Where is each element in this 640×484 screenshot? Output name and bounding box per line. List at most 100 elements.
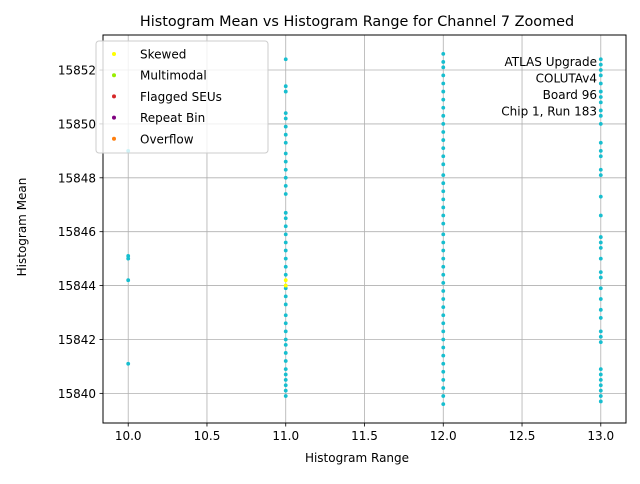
- data-point-normal: [441, 205, 446, 210]
- data-point-normal: [598, 377, 603, 382]
- data-point-normal: [598, 194, 603, 199]
- data-point-normal: [441, 213, 446, 218]
- y-tick-label: 15842: [58, 333, 96, 347]
- y-tick-label: 15850: [58, 117, 96, 131]
- data-point-normal: [283, 377, 288, 382]
- data-point-normal: [441, 361, 446, 366]
- data-point-normal: [283, 248, 288, 253]
- legend-marker: [112, 94, 116, 99]
- data-point-normal: [598, 89, 603, 94]
- x-tick-label: 12.0: [430, 429, 457, 443]
- data-point-normal: [283, 151, 288, 156]
- legend-box: [95, 40, 269, 154]
- data-point-normal: [598, 57, 603, 62]
- x-tick-label: 13.0: [587, 429, 614, 443]
- data-point-normal: [441, 51, 446, 56]
- data-points: [126, 51, 603, 407]
- data-point-normal: [283, 132, 288, 137]
- data-point-normal: [441, 146, 446, 151]
- legend-label: Overflow: [140, 132, 194, 146]
- data-point-normal: [441, 256, 446, 261]
- data-point-normal: [441, 221, 446, 226]
- data-point-normal: [283, 116, 288, 121]
- data-point-normal: [598, 122, 603, 126]
- y-tick-label: 15846: [58, 225, 96, 239]
- data-point-normal: [441, 138, 446, 142]
- data-point-normal: [598, 235, 603, 239]
- data-point-normal: [441, 386, 446, 390]
- data-point-normal: [441, 162, 446, 167]
- data-point-normal: [598, 108, 603, 113]
- y-axis-label: Histogram Mean: [15, 178, 29, 277]
- data-point-normal: [283, 351, 288, 355]
- data-point-normal: [283, 240, 288, 245]
- data-point-normal: [598, 113, 603, 118]
- data-point-normal: [441, 60, 446, 64]
- x-tick-label: 11.0: [272, 429, 299, 443]
- data-point-normal: [283, 256, 288, 261]
- axes-frame: [102, 34, 627, 424]
- x-axis-ticks: 10.0 10.5 11.0 11.5 12.0 12.5 13.0: [115, 423, 614, 443]
- data-point-normal: [283, 57, 288, 62]
- data-point-normal: [441, 232, 446, 237]
- data-point-normal: [598, 148, 603, 153]
- annotation-line: Chip 1, Run 183: [501, 105, 597, 119]
- data-point-normal: [283, 192, 288, 196]
- data-point-normal: [283, 175, 288, 180]
- data-point-normal: [598, 275, 603, 280]
- legend-label: Skewed: [140, 48, 186, 62]
- data-point-normal: [441, 369, 446, 374]
- data-point-normal: [441, 240, 446, 245]
- data-point-normal: [283, 210, 288, 215]
- data-point-normal: [441, 289, 446, 293]
- data-point-normal: [598, 307, 603, 312]
- data-point-normal: [441, 97, 446, 102]
- data-point-normal: [283, 183, 288, 188]
- data-point-normal: [598, 62, 603, 67]
- data-point-normal: [441, 130, 446, 134]
- data-point-normal: [283, 321, 288, 326]
- y-tick-label: 15852: [58, 64, 96, 78]
- data-point-normal: [441, 337, 446, 342]
- data-point-normal: [598, 213, 603, 218]
- data-point-normal: [441, 65, 446, 70]
- x-tick-label: 10.0: [115, 429, 142, 443]
- data-point-normal: [441, 321, 446, 326]
- data-point-normal: [441, 122, 446, 126]
- data-point-normal: [283, 372, 288, 377]
- data-point-normal: [441, 248, 446, 253]
- legend-marker: [112, 52, 116, 56]
- data-point-normal: [441, 297, 446, 301]
- x-tick-label: 11.5: [351, 429, 378, 443]
- data-point-normal: [598, 81, 603, 86]
- data-point-normal: [441, 377, 446, 382]
- data-point-normal: [283, 313, 288, 318]
- data-point-normal: [441, 105, 446, 110]
- legend-marker: [112, 136, 116, 141]
- data-point-normal: [283, 388, 288, 393]
- data-point-normal: [441, 154, 446, 159]
- data-point-normal: [441, 329, 446, 334]
- data-point-normal: [283, 359, 288, 363]
- data-point-normal: [598, 245, 603, 250]
- data-point-normal: [283, 216, 288, 221]
- data-point-normal: [598, 316, 603, 320]
- grid: [103, 35, 626, 423]
- data-point-normal: [441, 313, 446, 318]
- data-point-normal: [283, 272, 288, 277]
- data-point-normal: [126, 278, 131, 283]
- data-point-normal: [598, 334, 603, 339]
- data-point-normal: [441, 402, 446, 407]
- data-point-normal: [598, 73, 603, 78]
- data-point-normal: [598, 140, 603, 145]
- data-point-normal: [598, 383, 603, 388]
- data-point-normal: [283, 89, 288, 94]
- data-point-normal: [283, 111, 288, 116]
- data-point-normal: [126, 254, 131, 258]
- legend-label: Flagged SEUs: [140, 90, 222, 104]
- data-point-normal: [441, 89, 446, 94]
- data-point-normal: [441, 81, 446, 86]
- data-point-normal: [598, 329, 603, 334]
- chart-title: Histogram Mean vs Histogram Range for Ch…: [140, 14, 574, 30]
- legend-label: Multimodal: [140, 69, 207, 83]
